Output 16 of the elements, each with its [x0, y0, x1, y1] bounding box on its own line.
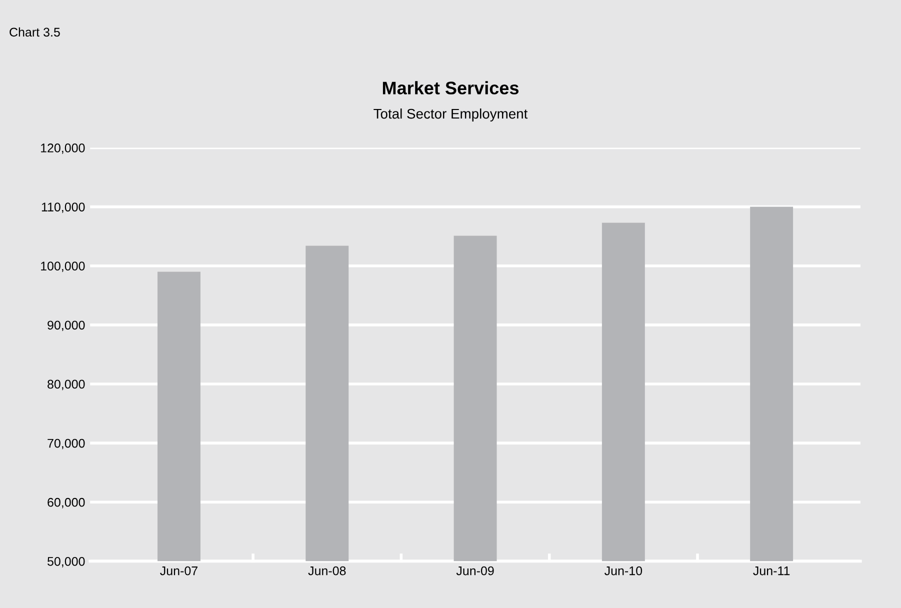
- y-tick-label: 90,000: [48, 320, 85, 332]
- x-tick-label: Jun-09: [456, 566, 494, 576]
- y-tick-label: 80,000: [48, 380, 85, 390]
- y-tick-label: 100,000: [41, 262, 85, 272]
- caption: Chart 3.5: [10, 27, 60, 37]
- x-tick-label: Jun-11: [753, 566, 790, 576]
- chart-subtitle: Total Sector Employment: [374, 108, 528, 122]
- y-tick-label: 70,000: [48, 438, 85, 450]
- y-tick-label: 110,000: [42, 202, 85, 213]
- y-tick-label: 120,000: [41, 144, 85, 154]
- x-tick-label: Jun-08: [308, 566, 346, 576]
- y-tick-label: 50,000: [48, 556, 85, 568]
- x-tick-label: Jun-10: [604, 566, 642, 576]
- x-tick-label: Jun-07: [160, 566, 198, 576]
- chart-title: Market Services: [382, 81, 519, 94]
- y-tick-label: 60,000: [48, 498, 85, 508]
